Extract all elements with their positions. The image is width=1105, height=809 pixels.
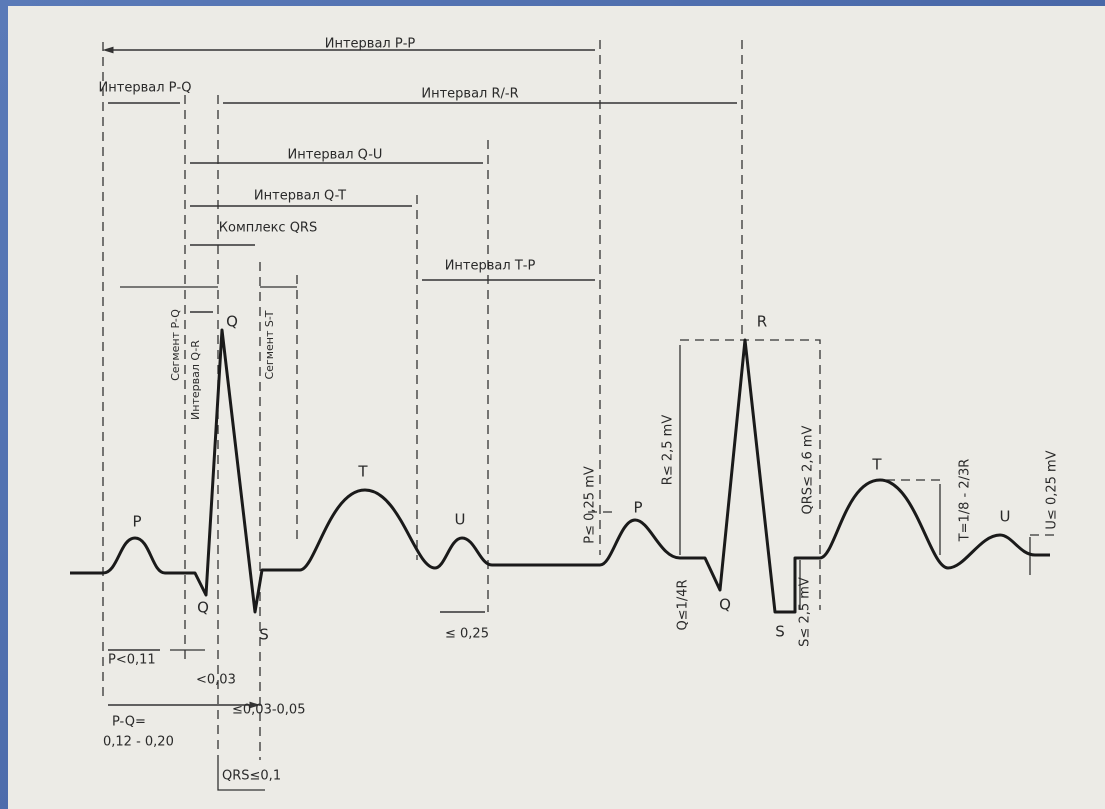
guides (103, 40, 1055, 791)
duration-label: ≤0,03-0,05 (232, 703, 305, 718)
wave-label: U (1000, 508, 1011, 526)
interval-label: Комплекс QRS (219, 221, 317, 236)
amplitude-label: P≤ 0,25 mV (583, 466, 598, 544)
duration-label: ≤ 0,25 (445, 627, 489, 642)
segment-label: Интервал Q-R (189, 340, 202, 420)
duration-label: P-Q= (112, 715, 146, 730)
ecg-trace (70, 328, 1050, 614)
interval-label: Интервал Р-Q (99, 81, 192, 96)
duration-label: P<0,11 (108, 653, 156, 668)
wave-label: R (757, 313, 767, 331)
duration-label: 0,12 - 0,20 (103, 735, 174, 750)
amplitude-label: Q≤1/4R (676, 579, 691, 630)
amplitude-label: U≤ 0,25 mV (1045, 450, 1060, 529)
amplitude-label: R≤ 2,5 mV (661, 415, 676, 486)
wave-label: T (871, 456, 882, 474)
wave-label: S (775, 623, 785, 641)
wave-label: P (633, 499, 642, 517)
interval-label: Интервал Р-Р (325, 37, 416, 52)
wave-label: Q (226, 313, 238, 331)
wave-label: U (455, 511, 466, 529)
amplitude-label: QRS≤ 2,6 mV (801, 425, 816, 514)
duration-label: <0,03 (196, 673, 236, 688)
wave-label: Q (719, 596, 731, 614)
wave-label: Q (197, 599, 209, 617)
wave-label: S (259, 626, 269, 644)
segment-label: Сегмент S-T (263, 310, 276, 379)
amplitude-label: T=1/8 - 2/3R (958, 459, 973, 543)
segment-label: Сегмент P-Q (169, 309, 182, 381)
interval-label: Интервал R/-R (421, 87, 518, 102)
wave-label: P (132, 513, 141, 531)
duration-label: QRS≤0,1 (222, 769, 281, 784)
wave-label: T (357, 463, 368, 481)
amplitude-label: S≤ 2,5 mV (798, 577, 813, 647)
interval-label: Интервал Q-T (254, 189, 346, 204)
labels: Интервал Р-Р Интервал Р-Q Интервал R/-R … (99, 37, 1060, 784)
paper (8, 6, 1105, 809)
interval-label: Интервал Т-Р (445, 259, 536, 274)
interval-label: Интервал Q-U (288, 148, 383, 163)
